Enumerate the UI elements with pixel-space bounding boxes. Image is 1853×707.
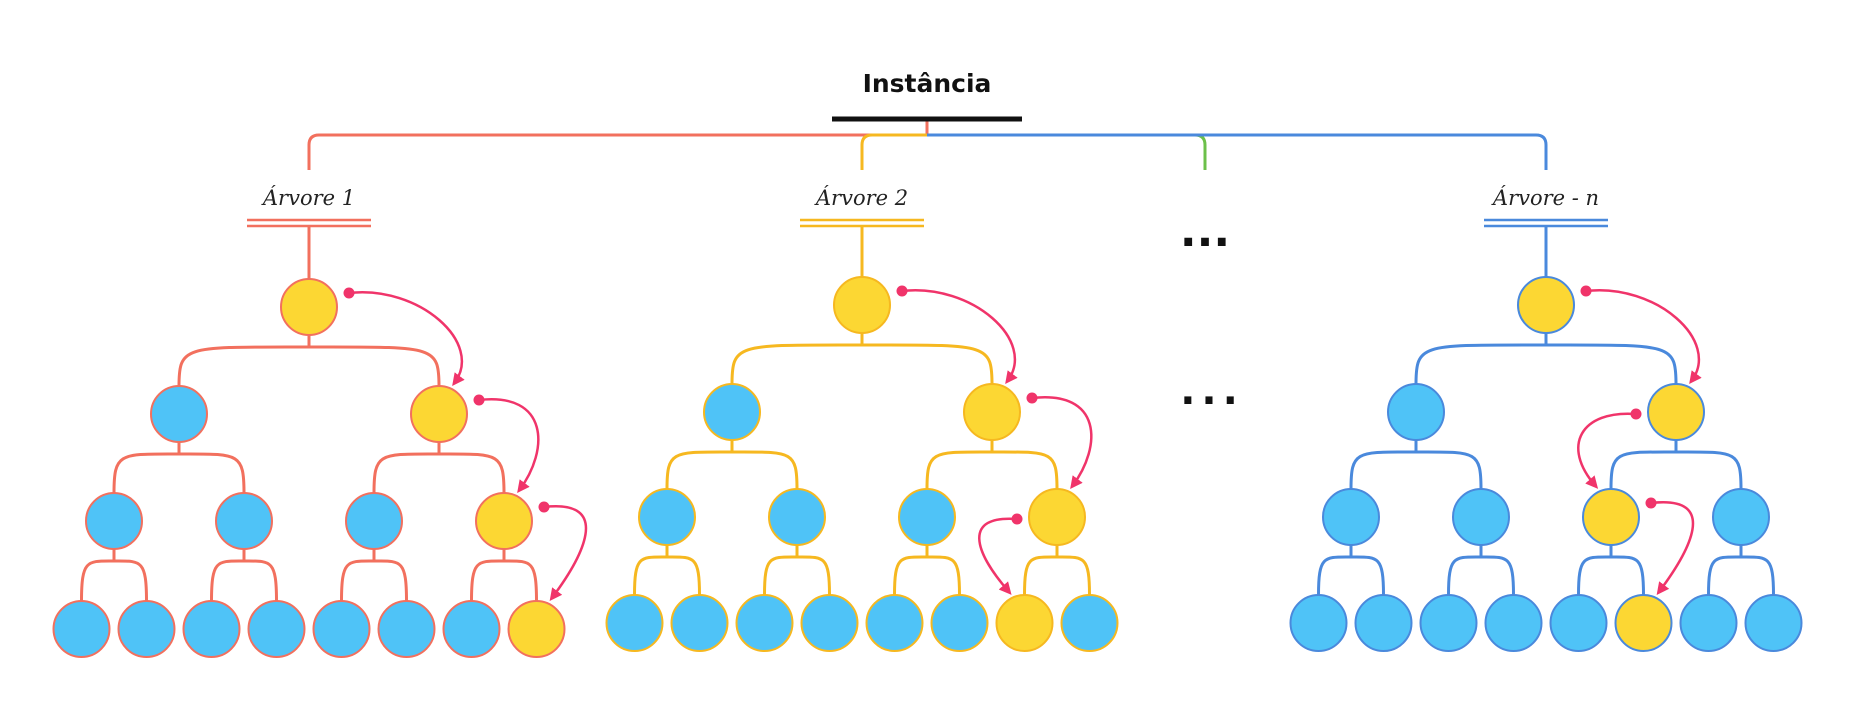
tree-node: [117, 600, 176, 658]
tree-edge: [893, 555, 961, 596]
tree-label: Árvore - n: [1491, 186, 1599, 210]
tree-edge: [633, 555, 701, 596]
tree-edge: [925, 450, 1059, 490]
tree-edge: [730, 343, 994, 385]
tree-edge: [1349, 450, 1483, 490]
tree-edge: [665, 450, 799, 490]
decision-arrow: [348, 291, 465, 387]
tree-node: [1549, 594, 1608, 652]
tree-node: [1744, 594, 1803, 652]
instance-connectors: [307, 121, 1548, 170]
tree-node: [605, 594, 664, 652]
tree-node: [1679, 594, 1738, 652]
instance-title: Instância: [863, 69, 992, 98]
tree-label: Árvore 1: [261, 186, 355, 210]
tree-node: [442, 600, 501, 658]
tree-node: [345, 492, 403, 550]
tree-edge: [112, 452, 246, 494]
tree-node: [1419, 594, 1478, 652]
tree-node: [85, 492, 143, 550]
tree-node: [670, 594, 729, 652]
tree-node: [735, 594, 794, 652]
tree-node-selected: [1582, 488, 1640, 546]
ellipsis-more-trees-middle: ...: [1180, 368, 1244, 414]
decision-arrow: [478, 398, 540, 494]
tree-node: [312, 600, 371, 658]
tree-node: [1322, 488, 1380, 546]
tree-edge: [177, 345, 441, 387]
tree-node: [1484, 594, 1543, 652]
tree-edge: [210, 559, 278, 602]
connector-tree-1: [307, 133, 927, 170]
tree-node: [865, 594, 924, 652]
decision-arrow: [901, 289, 1018, 385]
connector-tree-n: [927, 133, 1548, 170]
tree-edge: [763, 555, 831, 596]
tree-1: Árvore 1: [52, 186, 588, 658]
tree-node: [1354, 594, 1413, 652]
tree-node: [1289, 594, 1348, 652]
tree-edge: [1609, 450, 1743, 490]
tree-node: [1060, 594, 1119, 652]
decision-arrow: [1577, 412, 1637, 489]
tree-node: [150, 385, 208, 443]
ellipsis-more-trees: ...: [1180, 206, 1230, 257]
tree-node: [182, 600, 241, 658]
tree-node: [930, 594, 989, 652]
tree-node-selected: [1028, 488, 1086, 546]
trees-layer: Árvore 1 Árvore 2 Árvore - n: [52, 186, 1803, 658]
tree-node-selected: [1647, 383, 1705, 441]
tree-node: [1712, 488, 1770, 546]
tree-3: Árvore - n: [1289, 186, 1803, 652]
tree-node: [800, 594, 859, 652]
connector-tree-2: [860, 133, 927, 170]
tree-label: Árvore 2: [814, 186, 908, 210]
tree-edge: [340, 559, 408, 602]
tree-node: [703, 383, 761, 441]
decision-arrow: [1031, 395, 1093, 490]
decision-arrow: [978, 517, 1018, 595]
decision-arrow: [1650, 501, 1695, 596]
tree-edge: [1414, 343, 1678, 385]
tree-node-selected: [833, 276, 891, 334]
tree-node: [768, 488, 826, 546]
tree-node-selected: [280, 278, 338, 336]
tree-node: [215, 492, 273, 550]
tree-edge: [80, 559, 148, 602]
tree-edge: [1707, 555, 1775, 596]
tree-node: [1387, 383, 1445, 441]
tree-node-selected: [1614, 594, 1673, 652]
tree-2: Árvore 2: [605, 186, 1119, 652]
tree-node-selected: [1517, 276, 1575, 334]
connector-more-trees: [927, 133, 1207, 170]
tree-edge: [1447, 555, 1515, 596]
tree-node: [52, 600, 111, 658]
tree-node: [377, 600, 436, 658]
tree-edge: [372, 452, 506, 494]
tree-node-selected: [475, 492, 533, 550]
tree-edge: [1317, 555, 1385, 596]
tree-node-selected: [410, 385, 468, 443]
tree-node: [898, 488, 956, 546]
tree-edge: [470, 559, 538, 602]
decision-arrow: [543, 505, 588, 602]
tree-node-selected: [995, 594, 1054, 652]
tree-node: [1452, 488, 1510, 546]
tree-node: [638, 488, 696, 546]
tree-edge: [1023, 555, 1091, 596]
tree-edge: [1577, 555, 1645, 596]
tree-node-selected: [507, 600, 566, 658]
tree-node-selected: [963, 383, 1021, 441]
decision-arrow: [1585, 289, 1702, 385]
tree-node: [247, 600, 306, 658]
